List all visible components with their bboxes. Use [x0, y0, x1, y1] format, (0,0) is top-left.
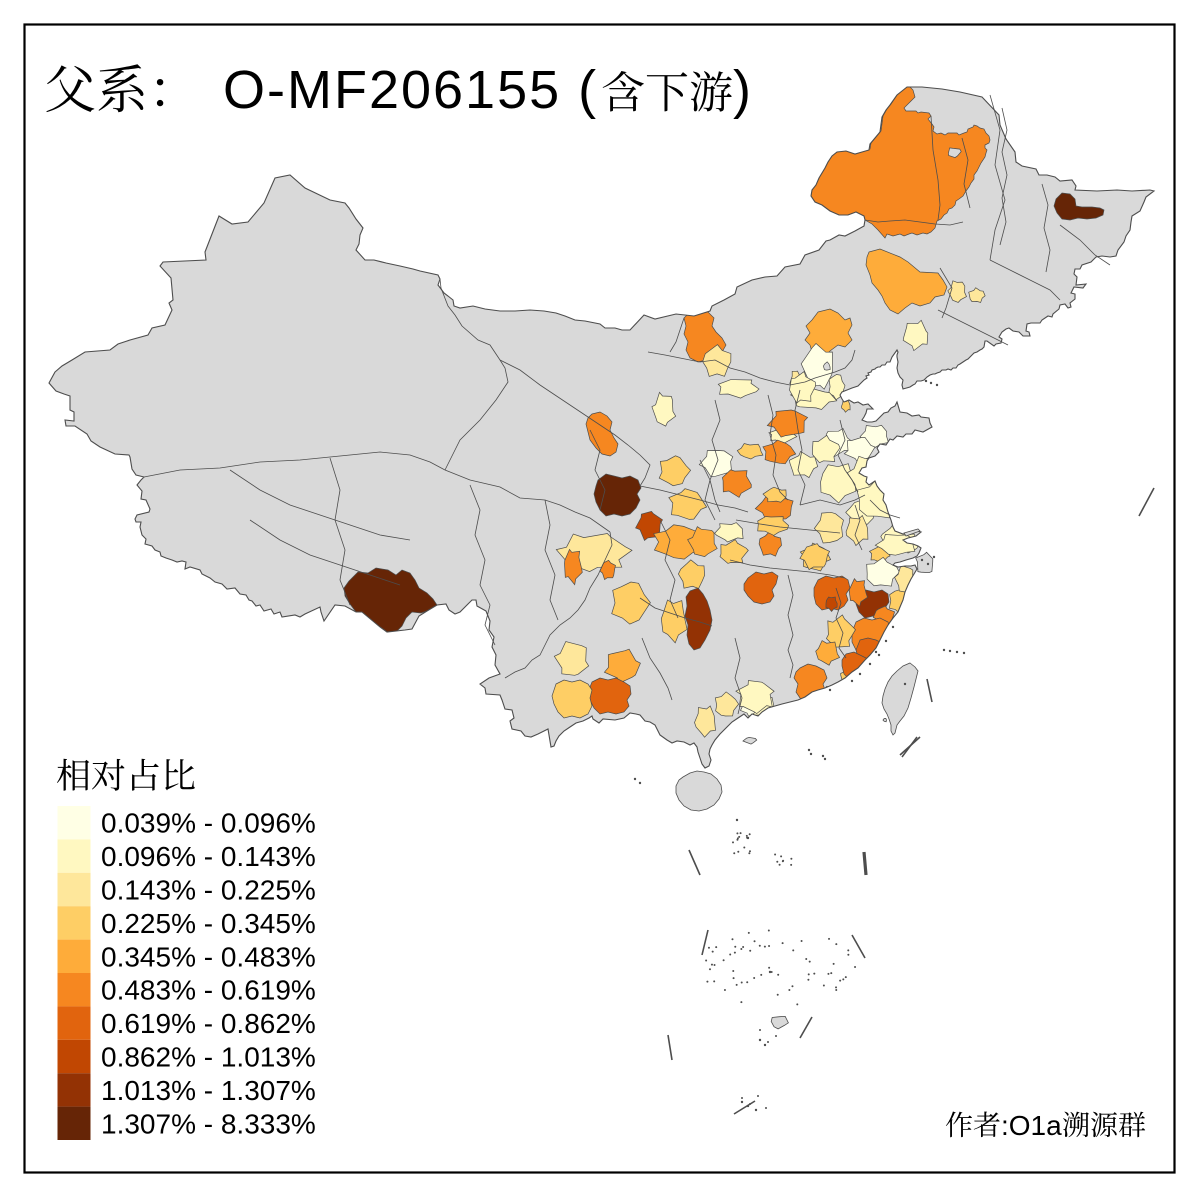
svg-text:0.483% - 0.619%: 0.483% - 0.619% [101, 975, 316, 1006]
svg-text::O1a: :O1a [1001, 1110, 1062, 1141]
svg-text:0.619% - 0.862%: 0.619% - 0.862% [101, 1008, 316, 1039]
svg-text:1.013% - 1.307%: 1.013% - 1.307% [101, 1075, 316, 1106]
svg-text:): ) [733, 60, 751, 120]
svg-text:O-MF206155 (: O-MF206155 ( [223, 60, 598, 120]
svg-text:0.143% - 0.225%: 0.143% - 0.225% [101, 875, 316, 906]
svg-text:0.096% - 0.143%: 0.096% - 0.143% [101, 841, 316, 872]
svg-text:1.307% - 8.333%: 1.307% - 8.333% [101, 1108, 316, 1139]
svg-text:0.225% - 0.345%: 0.225% - 0.345% [101, 908, 316, 939]
svg-text:0.345% - 0.483%: 0.345% - 0.483% [101, 941, 316, 972]
svg-text:0.039% - 0.096%: 0.039% - 0.096% [101, 808, 316, 839]
svg-text:0.862% - 1.013%: 0.862% - 1.013% [101, 1042, 316, 1073]
